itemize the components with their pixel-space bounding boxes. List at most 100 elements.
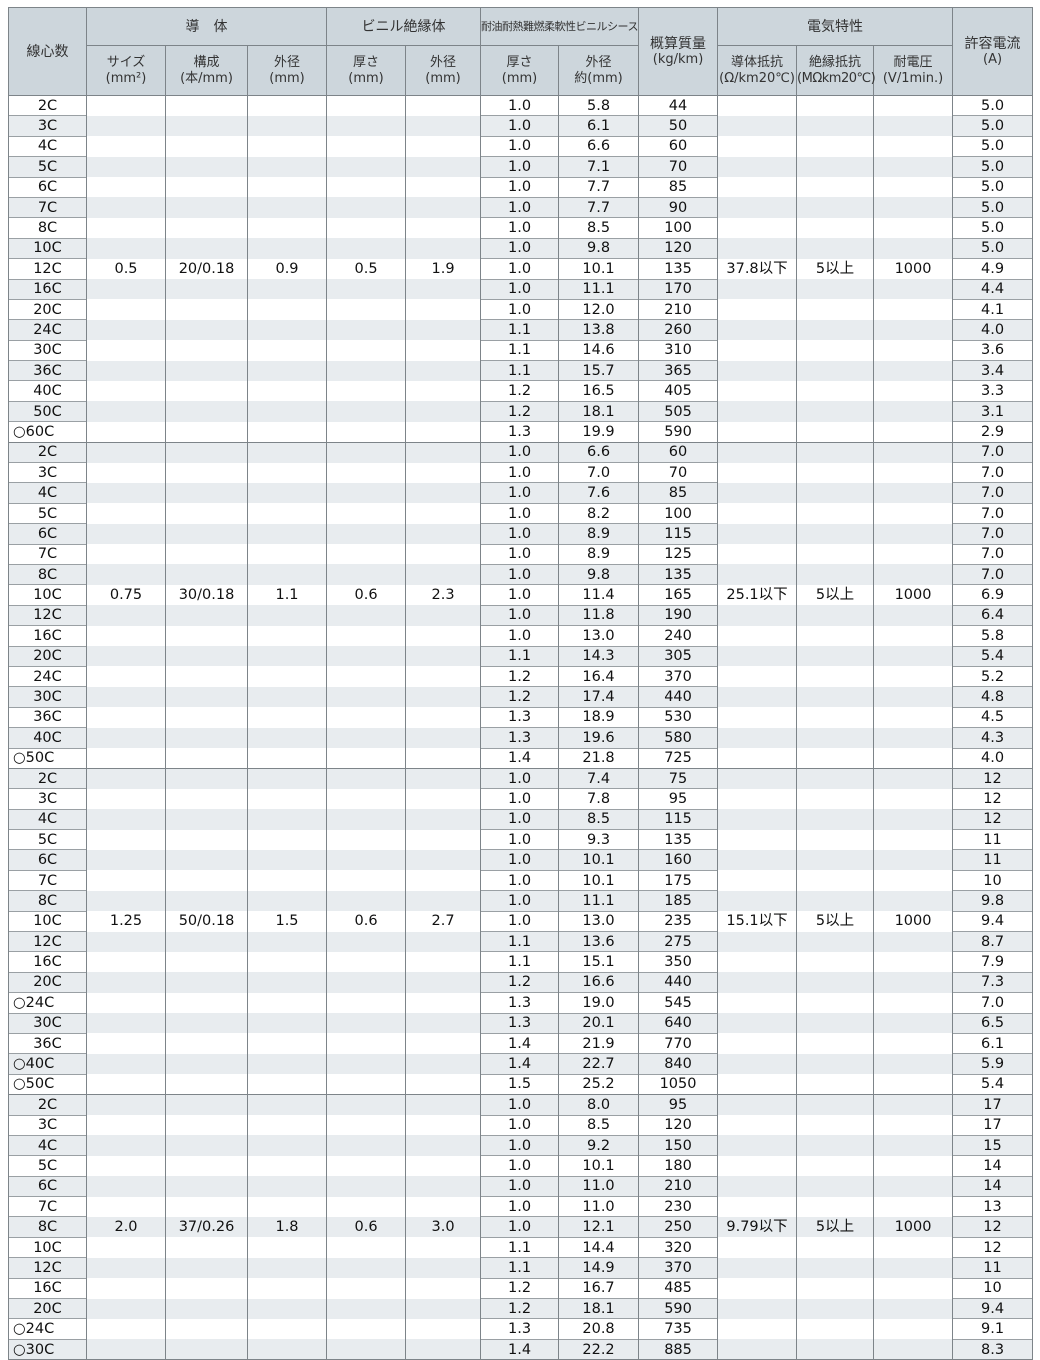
cond-od-cell [246, 340, 328, 361]
strand-cell [165, 217, 248, 239]
sh-thick-cell: 1.0 [480, 767, 560, 789]
sh-thick-cell: 1.0 [480, 237, 560, 259]
strand-cell [165, 177, 248, 198]
insulation-res-cell [796, 1318, 875, 1340]
mass-cell: 165 [638, 584, 719, 606]
cores-cell: 2C [8, 1094, 87, 1116]
sh-od-cell: 12.0 [558, 298, 640, 320]
strand-cell [165, 666, 248, 687]
current-cell: 3.1 [952, 400, 1034, 422]
ins-od-cell [405, 788, 482, 810]
cores-cell: 12C [8, 931, 87, 952]
strand-cell [165, 1237, 248, 1258]
ins-thick-cell [326, 951, 407, 973]
sh-thick-cell: 1.4 [480, 747, 560, 769]
insulation-res-cell [796, 177, 875, 198]
ins-thick-cell [326, 380, 407, 402]
cond-od-cell [246, 1196, 328, 1217]
mass-cell: 190 [638, 604, 719, 626]
header-sheath: 耐油耐熱難燃柔軟性ビニルシース [480, 7, 640, 46]
table-row: 6C 1.0 8.9 115 7.0 [8, 523, 1034, 545]
resistance-cell [717, 788, 798, 810]
table-row: 4C 1.0 6.6 60 5.0 [8, 135, 1034, 157]
mass-cell: 44 [638, 94, 719, 116]
strand-cell: 37/0.26 [165, 1216, 248, 1238]
ins-thick-cell [326, 279, 407, 300]
sh-od-cell: 5.8 [558, 94, 640, 116]
withstand-cell [873, 1257, 954, 1279]
withstand-cell [873, 197, 954, 218]
sh-thick-cell: 1.3 [480, 1012, 560, 1034]
insulation-res-cell [796, 564, 875, 585]
table-row: 36C 1.3 18.9 530 4.5 [8, 706, 1034, 728]
withstand-cell [873, 829, 954, 850]
withstand-cell [873, 115, 954, 137]
sh-od-cell: 11.1 [558, 278, 640, 300]
cores-cell: 4C [8, 482, 87, 504]
resistance-cell [717, 809, 798, 830]
cores-cell: 7C [8, 196, 87, 218]
sh-thick-cell: 1.0 [480, 808, 560, 830]
sh-od-cell: 10.1 [558, 869, 640, 891]
withstand-cell [873, 625, 954, 647]
ins-thick-cell [326, 849, 407, 871]
resistance-cell [717, 421, 798, 443]
mass-cell: 230 [638, 1196, 719, 1217]
size-cell: 2.0 [86, 1216, 166, 1238]
insulation-res-cell [796, 666, 875, 687]
strand-label: 構成 [193, 54, 220, 70]
table-row: ○60C 1.3 19.9 590 2.9 [8, 421, 1034, 443]
size-cell [86, 299, 166, 320]
sh-od-cell: 18.1 [558, 400, 640, 422]
current-cell: 5.4 [952, 1073, 1034, 1095]
insulation-res-cell [796, 1196, 875, 1217]
sh-thick-cell: 1.3 [480, 727, 560, 748]
resistance-cell [717, 523, 798, 545]
strand-cell [165, 482, 248, 504]
mass-cell: 590 [638, 1298, 719, 1319]
current-cell: 4.3 [952, 727, 1034, 748]
table-body: 2C 1.0 5.8 44 5.0 3C 1.0 6.1 50 5.0 4C 1.0 6.6 60 5.0 5… [8, 94, 1034, 1360]
sh-od-cell: 20.8 [558, 1318, 640, 1340]
sh-thick-cell: 1.1 [480, 1257, 560, 1279]
ins-od-cell [405, 1298, 482, 1319]
ins-thick-cell [326, 523, 407, 545]
ins-od-cell [405, 1074, 482, 1095]
insulation-res-cell [796, 441, 875, 463]
current-cell: 7.9 [952, 951, 1034, 973]
resistance-cell [717, 319, 798, 341]
mass-cell: 305 [638, 645, 719, 667]
insulation-res-cell [796, 1339, 875, 1360]
size-cell [86, 972, 166, 993]
sh-thick-cell: 1.0 [480, 1114, 560, 1136]
resistance-cell [717, 380, 798, 402]
mass-cell: 210 [638, 1175, 719, 1197]
table-row: 7C 1.0 7.7 90 5.0 [8, 196, 1034, 218]
resistance-cell [717, 1094, 798, 1116]
size-cell [86, 1257, 166, 1279]
cores-cell: 6C [8, 1175, 87, 1197]
sh-od-cell: 8.2 [558, 502, 640, 524]
size-cell [86, 992, 166, 1014]
cores-cell: 16C [8, 1277, 87, 1299]
cores-cell: 16C [8, 951, 87, 973]
sh-od-cell: 8.9 [558, 523, 640, 545]
header-insulation: ビニル絶縁体 [326, 7, 482, 46]
sh-od-label: 外径 [585, 54, 612, 70]
current-cell: 5.0 [952, 135, 1034, 157]
table-row: 20C 1.2 18.1 590 9.4 [8, 1298, 1034, 1319]
current-cell: 4.4 [952, 278, 1034, 300]
strand-cell [165, 727, 248, 748]
table-row: 2C 1.0 8.0 95 17 [8, 1094, 1034, 1116]
cond-od-cell [246, 299, 328, 320]
sh-od-cell: 21.9 [558, 1032, 640, 1054]
mass-cell: 370 [638, 1257, 719, 1279]
ins-od-cell [405, 707, 482, 728]
sh-thick-cell: 1.0 [480, 482, 560, 504]
current-cell: 9.4 [952, 910, 1034, 932]
size-cell [86, 767, 166, 789]
mass-cell: 310 [638, 339, 719, 361]
insulation-res-cell: 5以上 [796, 584, 875, 606]
cond-od-cell [246, 238, 328, 259]
